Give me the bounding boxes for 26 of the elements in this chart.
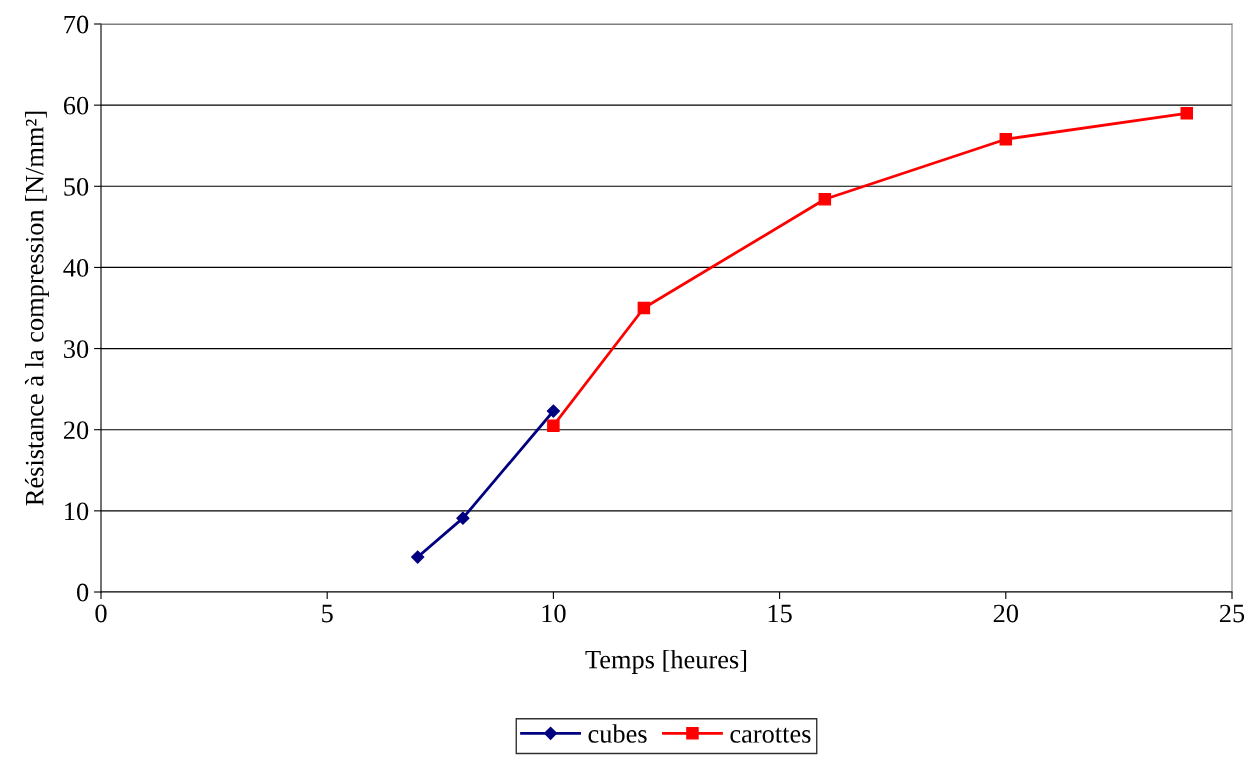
y-axis-title: Résistance à la compression [N/mm²]: [24, 111, 49, 506]
x-tick-label: 5: [322, 604, 333, 623]
x-tick-label: 20: [993, 604, 1018, 623]
x-tick-label: 10: [542, 604, 566, 623]
x-axis-title: Temps [heures]: [585, 649, 747, 674]
y-tick-label: 0: [77, 583, 89, 602]
x-tick-label: 0: [95, 604, 107, 623]
point: [818, 193, 832, 206]
point: [547, 419, 560, 432]
point: [546, 404, 560, 418]
x-tick-label: 25: [1219, 604, 1245, 623]
x-tick-label: 15: [768, 604, 792, 623]
y-tick-label: 10: [65, 502, 89, 521]
legend-label: cubes: [588, 724, 647, 743]
legend-label: carottes: [730, 727, 811, 743]
y-tick-label: 50: [64, 177, 89, 196]
y-tick-label: 60: [63, 96, 89, 115]
y-tick-label: 20: [63, 421, 89, 440]
y-tick-label: 70: [64, 15, 89, 34]
point: [1180, 107, 1194, 120]
point: [637, 301, 651, 315]
point: [411, 550, 425, 564]
y-tick-label: 40: [63, 259, 89, 277]
y-tick-label: 30: [64, 340, 89, 358]
point: [456, 511, 470, 525]
point: [999, 132, 1013, 146]
